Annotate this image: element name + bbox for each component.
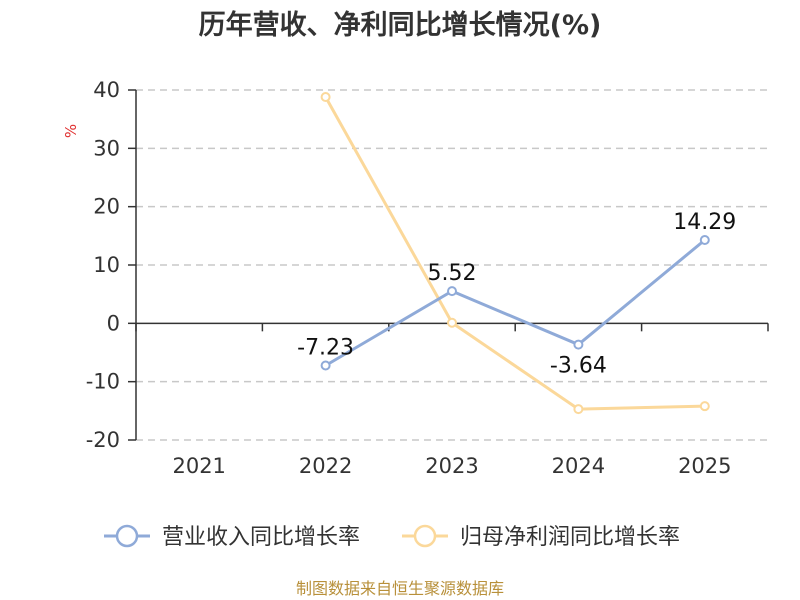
legend-marker [413, 524, 437, 548]
y-tick-label: 10 [93, 253, 120, 277]
legend-label: 营业收入同比增长率 [162, 525, 360, 550]
data-point [447, 286, 457, 297]
series-layer: -7.23 5.52 -3.64 14.29 [297, 92, 736, 415]
legend-label: 归母净利润同比增长率 [460, 525, 680, 550]
data-label: -7.23 [297, 336, 354, 361]
data-point [320, 92, 331, 102]
y-tick-label: 30 [93, 136, 120, 160]
chart-title: 历年营收、净利同比增长情况(%) [199, 9, 602, 41]
legend: 营业收入同比增长率 归母净利润同比增长率 [104, 524, 680, 550]
data-label: 14.29 [673, 210, 736, 235]
data-source-note: 制图数据来自恒生聚源数据库 [296, 579, 504, 598]
x-tick-label: 2024 [552, 454, 605, 478]
legend-marker [115, 524, 139, 548]
data-point [573, 339, 584, 350]
y-tick-label: -20 [86, 428, 120, 452]
x-tick-label: 2025 [678, 454, 731, 478]
y-axis-unit: % [62, 124, 80, 138]
axes: -20 -10 0 10 20 30 40 2021 2022 2023 2024 2025 [86, 78, 769, 478]
data-point [699, 401, 710, 412]
x-tick-label: 2023 [425, 454, 478, 478]
data-point [699, 234, 710, 245]
series-line-1 [324, 96, 705, 411]
data-label: -3.64 [550, 354, 607, 379]
y-tick-label: 40 [93, 78, 120, 102]
y-tick-label: -10 [86, 370, 120, 394]
grid-lines [136, 89, 768, 441]
data-point [447, 317, 457, 328]
series-line-0 [324, 238, 706, 367]
x-tick-label: 2021 [172, 454, 225, 478]
y-tick-label: 20 [93, 195, 120, 219]
x-tick-label: 2022 [299, 454, 352, 478]
y-tick-label: 0 [107, 311, 120, 335]
data-point [320, 360, 331, 371]
data-label: 5.52 [428, 261, 477, 286]
data-point [573, 404, 584, 415]
